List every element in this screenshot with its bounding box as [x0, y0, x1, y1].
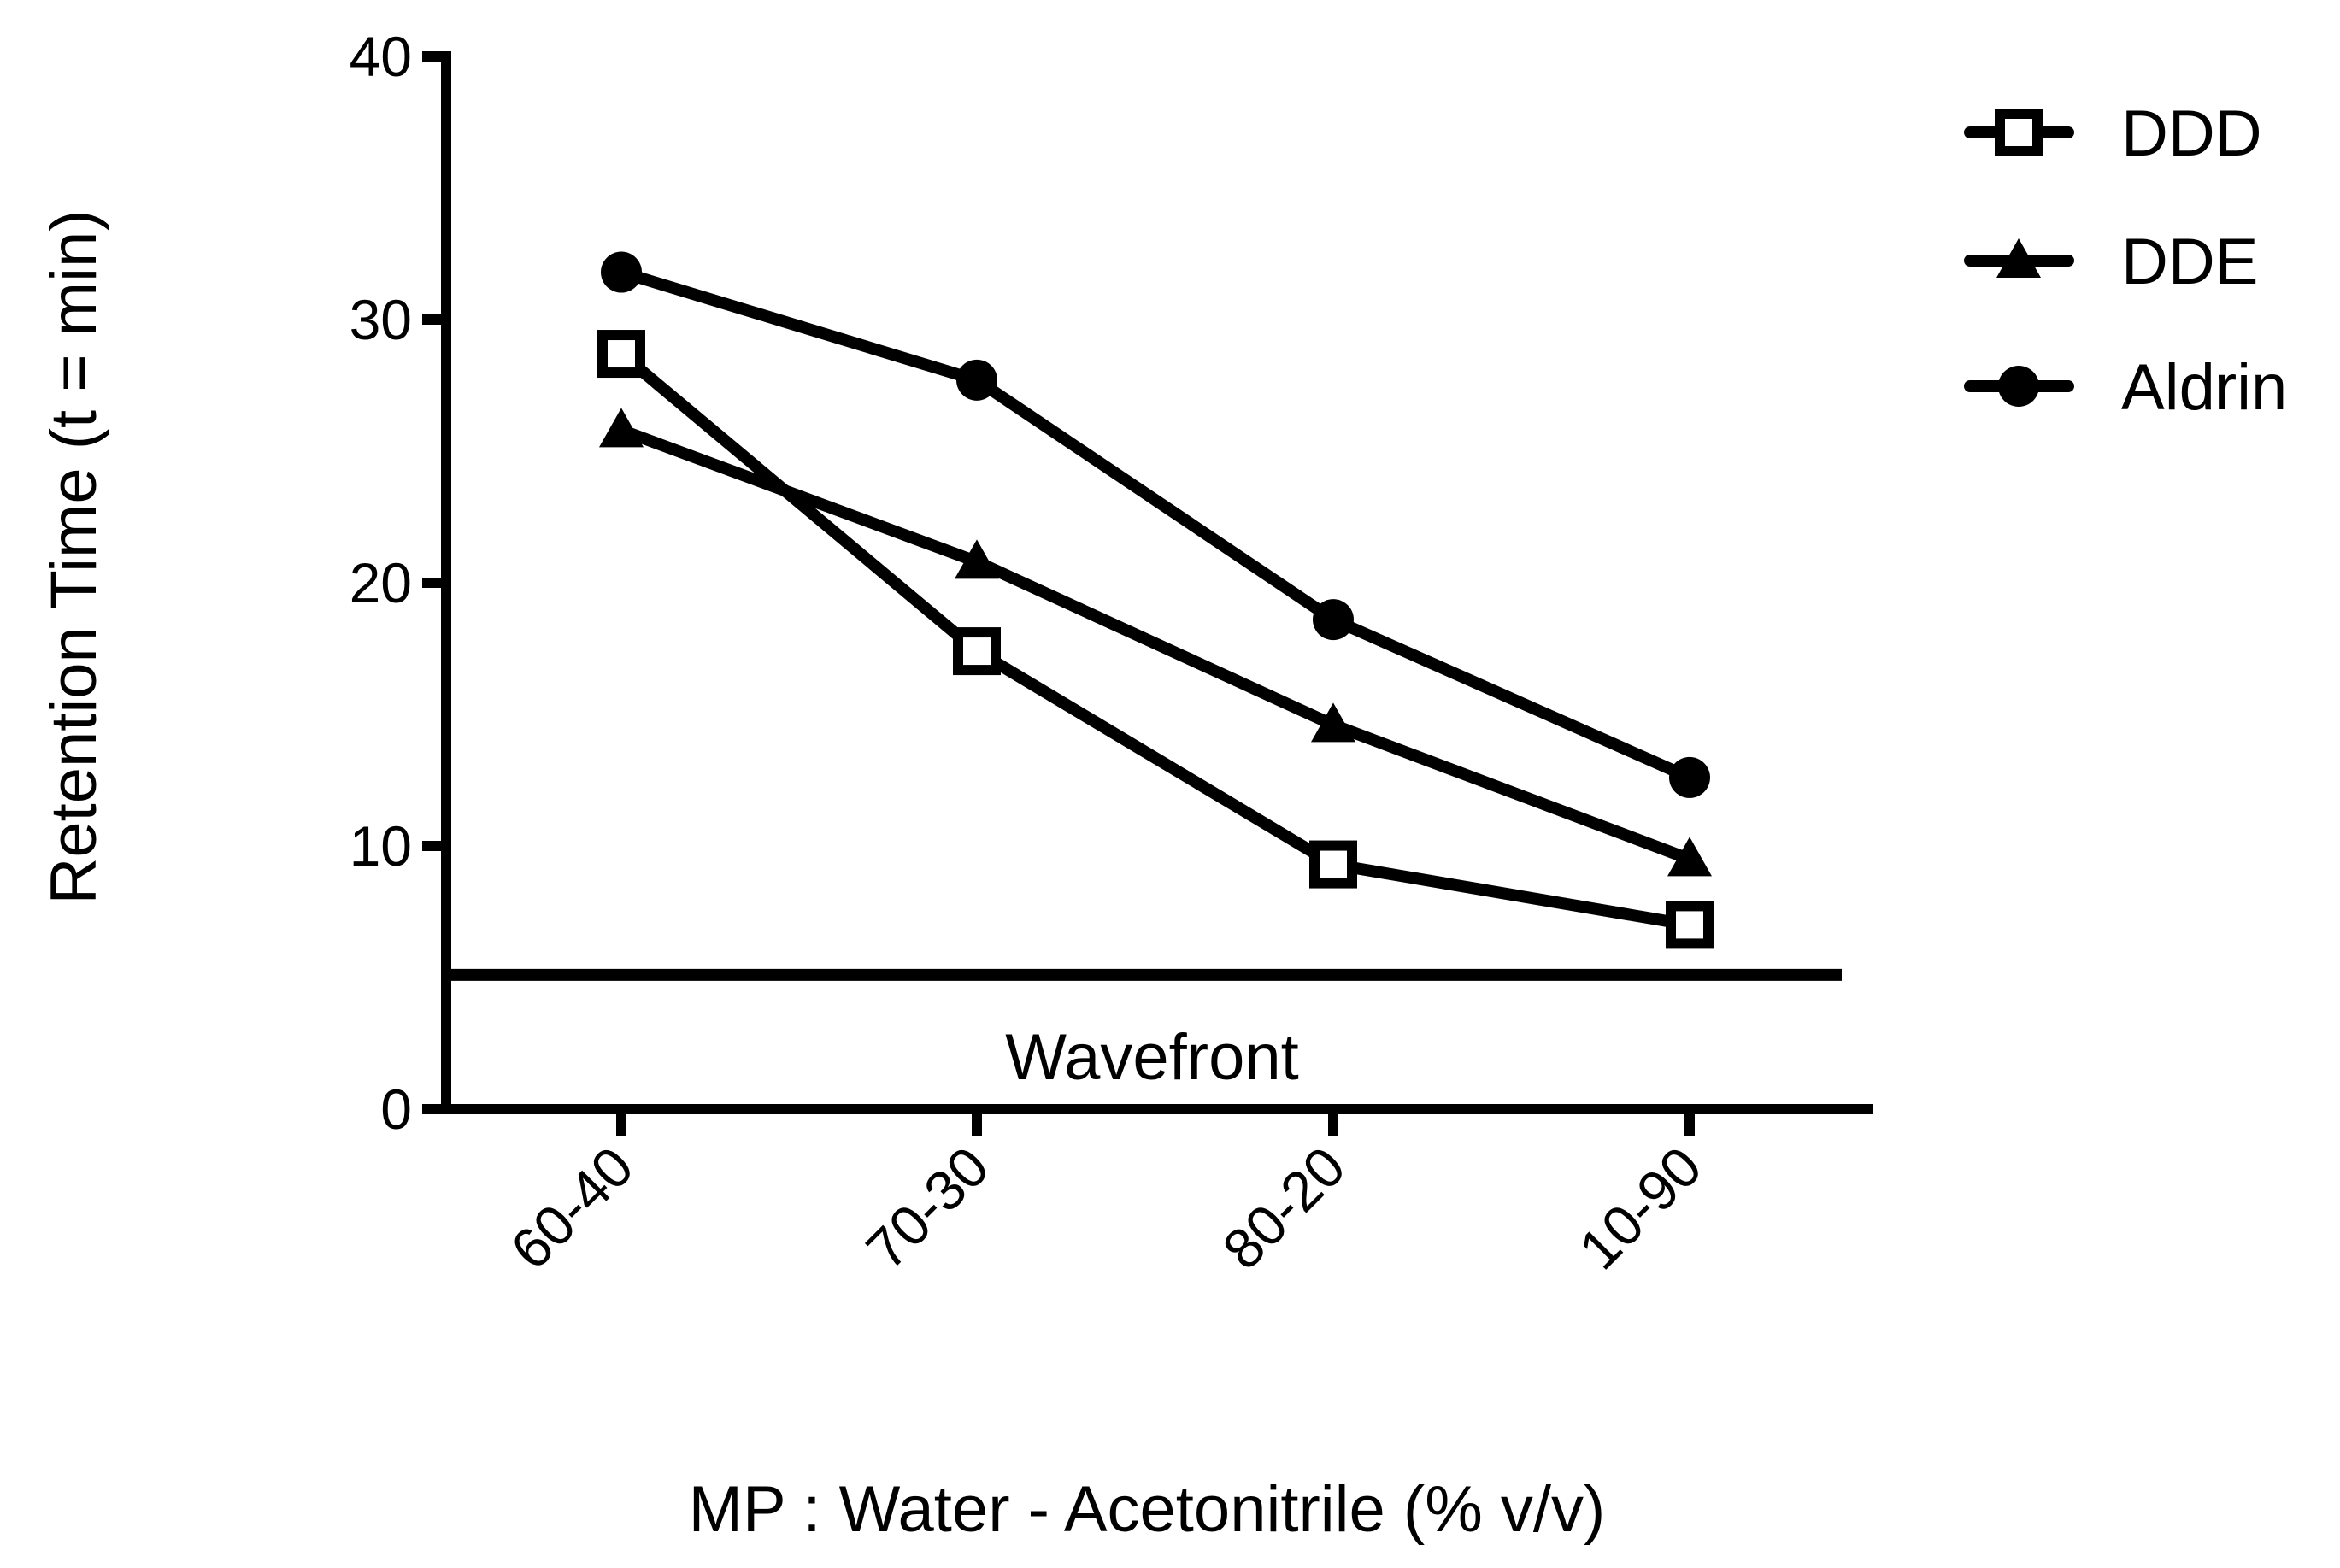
- legend: DDD DDE Aldrin: [1964, 97, 2287, 424]
- series-line-aldrin: [615, 266, 1696, 784]
- legend-label-ddd: DDD: [2121, 97, 2262, 170]
- x-tick-label-10-90: 10-90: [1567, 1135, 1714, 1282]
- series-dde: [599, 408, 1712, 877]
- legend-item-dde: DDE: [1964, 226, 2258, 298]
- legend-label-dde: DDE: [2121, 226, 2258, 298]
- point-aldrin-70-30: [956, 359, 997, 401]
- series-aldrin: [601, 251, 1710, 798]
- legend-item-aldrin: Aldrin: [1964, 351, 2287, 424]
- x-tick-label-60-40: 60-40: [498, 1135, 645, 1282]
- y-tick-label-0: 0: [380, 1078, 412, 1141]
- series-group: [597, 251, 1714, 949]
- point-ddd-10-90: [1666, 901, 1714, 949]
- legend-marker-dde: [1996, 238, 2041, 278]
- point-ddd-70-30: [953, 627, 1001, 676]
- y-tick-label-30: 30: [350, 288, 412, 351]
- point-aldrin-10-90: [1669, 756, 1710, 798]
- legend-marker-ddd: [1995, 109, 2043, 156]
- y-tick-label-40: 40: [350, 25, 412, 88]
- point-aldrin-80-20: [1313, 599, 1354, 641]
- series-line-dde: [615, 424, 1696, 866]
- x-tick-label-80-20: 80-20: [1210, 1135, 1357, 1282]
- wavefront-label: Wavefront: [1005, 1021, 1299, 1094]
- legend-item-ddd: DDD: [1964, 97, 2262, 170]
- point-dde-70-30: [955, 539, 999, 579]
- point-ddd-80-20: [1309, 840, 1357, 889]
- point-dde-60-40: [599, 408, 644, 448]
- point-dde-10-90: [1667, 837, 1712, 877]
- point-aldrin-60-40: [601, 251, 642, 293]
- x-axis-title: MP : Water - Acetonitrile (% v/v): [689, 1473, 1606, 1546]
- series-line-ddd: [615, 348, 1696, 931]
- x-tick-label-70-30: 70-30: [854, 1135, 1001, 1282]
- point-ddd-60-40: [597, 330, 645, 379]
- point-dde-80-20: [1311, 702, 1355, 743]
- y-axis-title: Retention Time (t = min): [38, 209, 110, 904]
- legend-label-aldrin: Aldrin: [2121, 351, 2287, 424]
- series-ddd: [597, 330, 1714, 949]
- y-tick-label-20: 20: [350, 551, 412, 614]
- legend-marker-aldrin: [1998, 366, 2039, 407]
- y-tick-label-10: 10: [350, 814, 412, 878]
- wavefront-reference: Wavefront: [446, 968, 1842, 1094]
